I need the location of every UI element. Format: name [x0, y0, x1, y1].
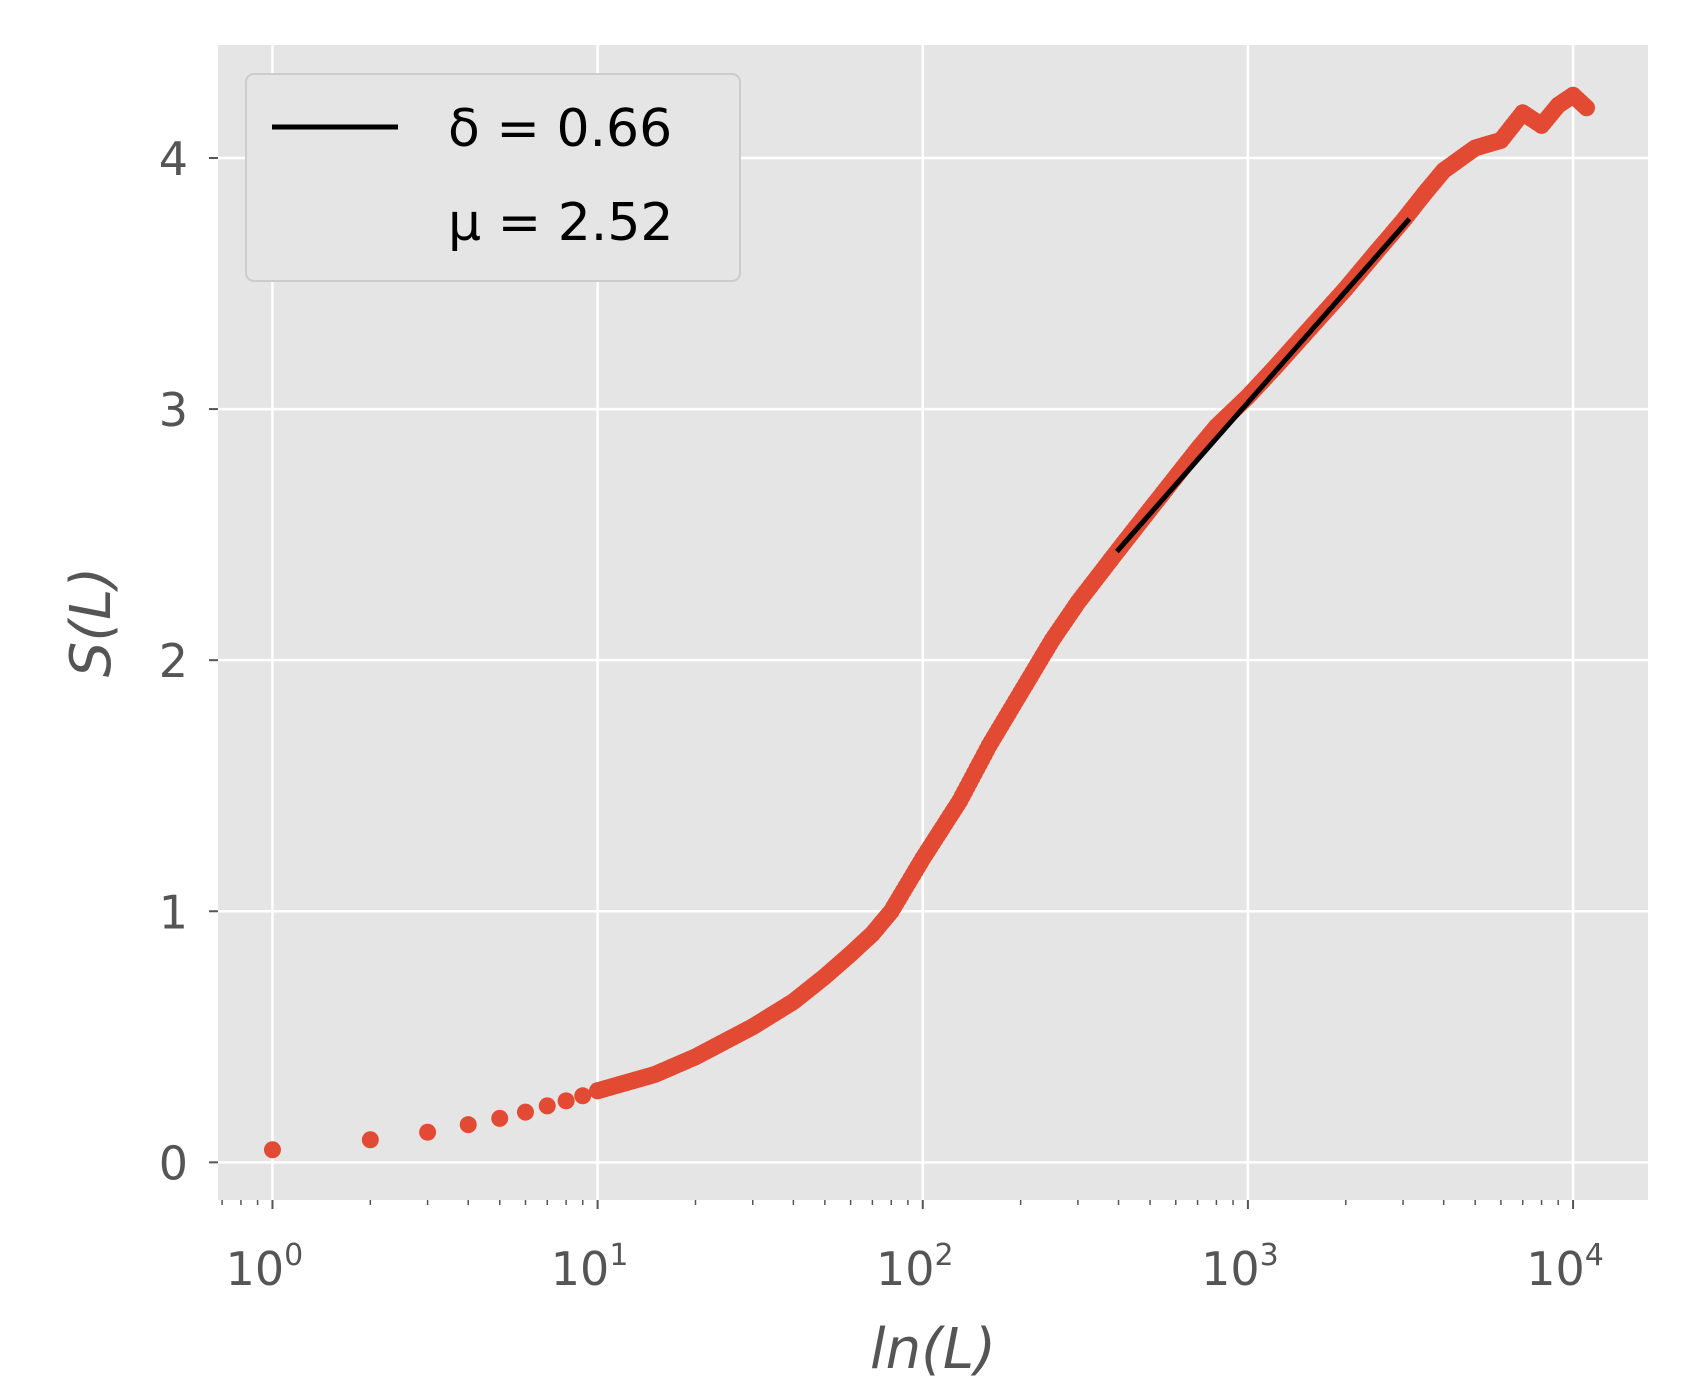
x-tick-label: 101	[551, 1238, 629, 1296]
data-point	[1578, 99, 1596, 117]
data-point	[459, 1116, 477, 1134]
grid-lines	[218, 45, 1648, 1200]
data-point	[361, 1131, 379, 1149]
x-tick-label: 100	[226, 1238, 304, 1296]
data-point	[538, 1097, 556, 1115]
x-tick-labels: 100 101 102 103 104	[226, 1238, 1604, 1296]
x-tick-label: 103	[1201, 1238, 1279, 1296]
data-point	[263, 1141, 281, 1159]
data-point	[574, 1087, 592, 1105]
y-axis-label: S(L)	[59, 567, 124, 677]
y-tick-labels: 0 1 2 3 4	[159, 132, 188, 1190]
legend-mu-label: μ = 2.52	[448, 193, 674, 253]
legend-delta-label: δ = 0.66	[448, 99, 672, 159]
axis-ticks	[209, 156, 1575, 1209]
data-point	[516, 1103, 534, 1121]
data-point	[557, 1092, 575, 1110]
legend: δ = 0.66 μ = 2.52	[245, 73, 741, 282]
scatter-series	[263, 86, 1596, 1159]
x-tick-label: 104	[1526, 1238, 1604, 1296]
data-point	[491, 1109, 509, 1127]
y-tick-label: 2	[159, 634, 188, 688]
y-tick-label: 0	[159, 1136, 188, 1190]
y-tick-label: 4	[159, 132, 188, 186]
x-tick-label: 102	[876, 1238, 954, 1296]
data-point	[419, 1123, 437, 1141]
y-tick-label: 1	[159, 885, 188, 939]
fit-line-series	[1114, 217, 1412, 554]
y-tick-label: 3	[159, 383, 188, 437]
x-axis-label: ln(L)	[870, 1317, 996, 1382]
fit-line	[1114, 217, 1412, 554]
